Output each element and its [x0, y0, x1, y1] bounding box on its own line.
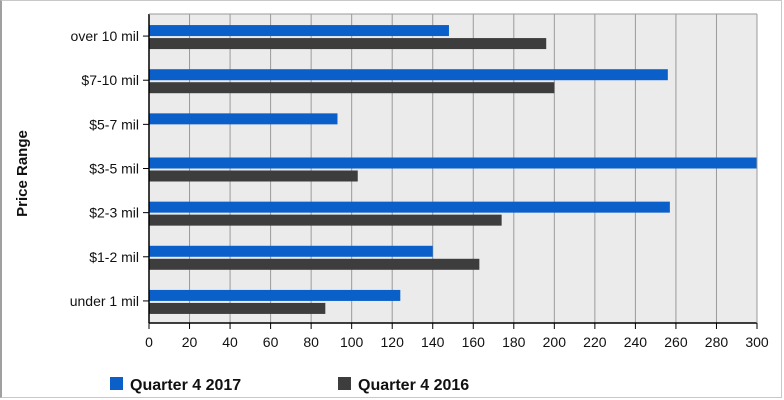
legend-swatch-q4-2017 — [110, 377, 123, 390]
category-labels: over 10 mil $7-10 mil $5-7 mil $3-5 mil $2-3… — [70, 28, 139, 309]
bar-q4-2017-4 — [149, 201, 670, 213]
bar-q4-2016-4 — [149, 214, 502, 226]
bar-q4-2017-6 — [149, 289, 401, 301]
x-tick-label: 300 — [745, 334, 769, 350]
category-label: $1-2 mil — [89, 249, 139, 265]
x-tick-label: 140 — [421, 334, 445, 350]
y-axis-title: Price Range — [14, 130, 31, 217]
x-tick-label: 120 — [381, 334, 405, 350]
axes — [143, 13, 758, 329]
legend-swatch-q4-2016 — [338, 377, 351, 390]
legend: Quarter 4 2017 Quarter 4 2016 — [110, 377, 469, 394]
bar-q4-2017-5 — [149, 245, 433, 257]
category-label: under 1 mil — [70, 293, 139, 309]
x-tick-label: 100 — [340, 334, 364, 350]
bar-q4-2016-5 — [149, 258, 480, 270]
x-tick-label: 240 — [624, 334, 648, 350]
bar-q4-2016-6 — [149, 302, 326, 314]
x-tick-label: 160 — [462, 334, 486, 350]
legend-label-q4-2017: Quarter 4 2017 — [130, 377, 241, 394]
x-tick-label: 180 — [502, 334, 526, 350]
bar-q4-2017-0 — [149, 25, 449, 37]
bar-q4-2017-1 — [149, 69, 668, 81]
x-tick-label: 0 — [145, 334, 153, 350]
bars — [149, 25, 757, 314]
category-label: $2-3 mil — [89, 205, 139, 221]
x-tick-label: 220 — [583, 334, 607, 350]
bar-q4-2016-3 — [149, 170, 358, 182]
x-tick-labels: 0 20 40 60 80 100 120 140 160 180 200 220 240 260 280 3… — [145, 334, 769, 350]
bar-q4-2016-1 — [149, 82, 555, 94]
x-tick-label: 60 — [263, 334, 279, 350]
category-label: $7-10 mil — [81, 72, 139, 88]
bar-q4-2016-0 — [149, 38, 547, 50]
category-label: over 10 mil — [71, 28, 139, 44]
x-tick-label: 260 — [664, 334, 688, 350]
x-tick-label: 40 — [222, 334, 238, 350]
x-tick-label: 80 — [303, 334, 319, 350]
x-tick-label: 280 — [705, 334, 729, 350]
x-tick-label: 20 — [182, 334, 198, 350]
bar-q4-2017-2 — [149, 113, 338, 125]
category-label: $5-7 mil — [89, 116, 139, 132]
legend-label-q4-2016: Quarter 4 2016 — [358, 377, 469, 394]
x-tick-label: 200 — [543, 334, 567, 350]
bar-q4-2017-3 — [149, 157, 757, 169]
category-label: $3-5 mil — [89, 161, 139, 177]
